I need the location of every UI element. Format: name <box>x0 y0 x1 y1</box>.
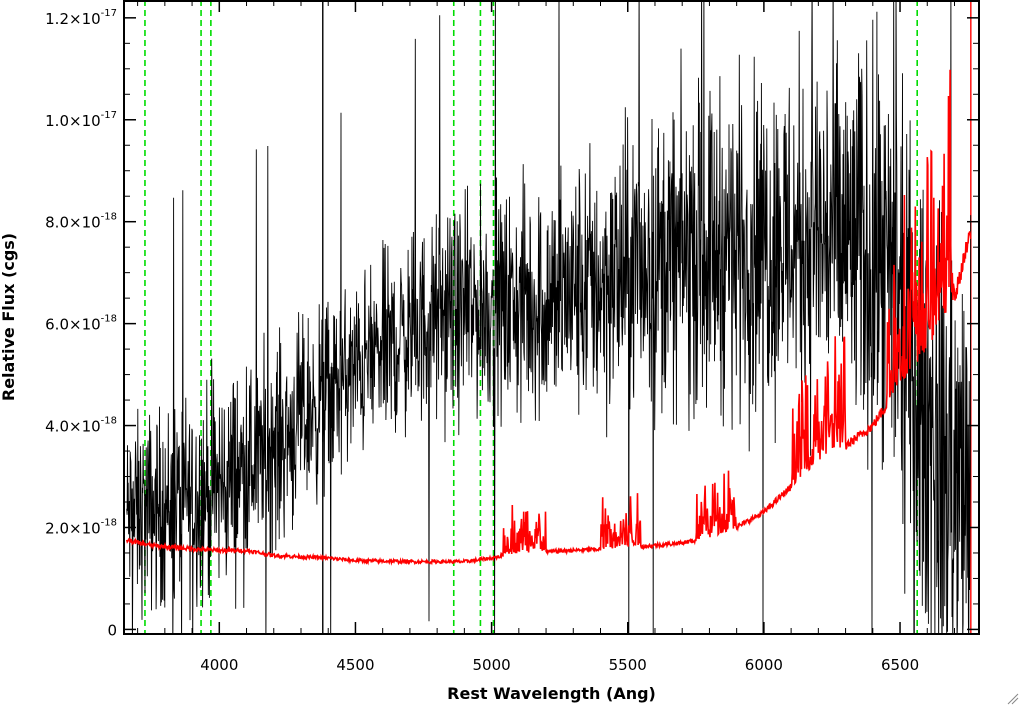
flux-series <box>126 0 972 634</box>
series-line-error <box>125 69 972 566</box>
y-tick-label-3: 6.0×10-18 <box>45 314 117 334</box>
x-tick-label-3: 5500 <box>609 656 647 674</box>
x-tick-label-2: 5000 <box>473 656 511 674</box>
series-line-flux <box>126 0 972 634</box>
y-tick-label-0: 0 <box>107 621 117 639</box>
axis-ticks: 4000 4500 5000 5500 6000 6500 0 2.0×10-18 4.0×10… <box>45 0 979 674</box>
x-tick-label-1: 4500 <box>336 656 374 674</box>
y-axis-title: Relative Flux (cgs) <box>0 233 18 401</box>
error-series <box>125 69 972 566</box>
y-tick-label-6: 1.2×10-17 <box>45 8 117 28</box>
y-tick-label-4: 8.0×10-18 <box>45 212 117 232</box>
plot-frame <box>123 0 980 635</box>
x-tick-label-5: 6500 <box>881 656 919 674</box>
reference-lines <box>144 0 972 634</box>
y-tick-label-1: 2.0×10-18 <box>45 517 117 537</box>
y-tick-label-5: 1.0×10-17 <box>45 110 117 130</box>
x-tick-label-0: 4000 <box>200 656 238 674</box>
y-tick-label-2: 4.0×10-18 <box>45 416 117 436</box>
x-tick-label-4: 6000 <box>745 656 783 674</box>
x-axis-title: Rest Wavelength (Ang) <box>447 684 656 703</box>
resize-grip-icon[interactable] <box>1007 693 1019 705</box>
